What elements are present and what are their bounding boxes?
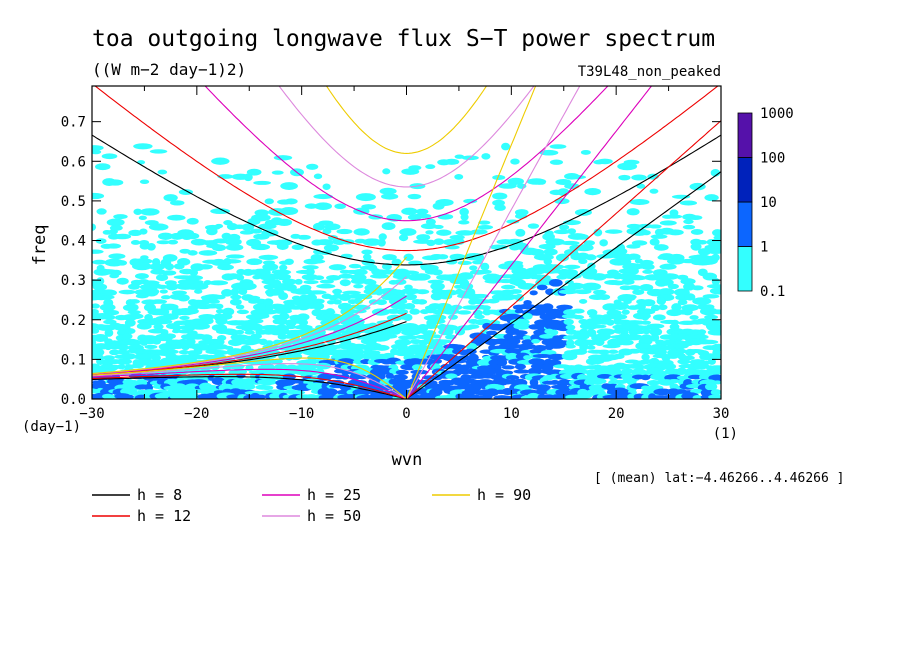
- y-unit-label: (day−1): [22, 419, 81, 435]
- curve-kelvin-h90: [405, 86, 537, 399]
- curve-ig-h25: [204, 86, 609, 222]
- experiment-label: T39L48_non_peaked: [578, 64, 721, 80]
- curve-mrg-h90: [92, 256, 407, 375]
- curve-ig-h90: [325, 86, 488, 154]
- dispersion-curves: [92, 86, 721, 399]
- colorbar-level-label: 1: [760, 240, 768, 256]
- curve-ig-h50: [278, 86, 535, 188]
- latitude-footnote: [ (mean) lat:−4.46266..4.46266 ]: [594, 471, 844, 486]
- x-unit-label: (1): [713, 426, 738, 442]
- curve-rossby-h8: [92, 376, 407, 399]
- curve-kelvin-h50: [406, 86, 581, 399]
- x-tick-label: 10: [503, 406, 520, 422]
- x-tick-label: 0: [402, 406, 410, 422]
- colorbar-level-label: 100: [760, 151, 785, 167]
- curve-rossby-h90: [92, 357, 407, 399]
- curve-ig-h12: [94, 86, 719, 252]
- colorbar-swatch: [737, 201, 753, 247]
- curve-rossby-h50: [92, 363, 407, 399]
- y-tick-label: 0.4: [61, 234, 86, 250]
- y-axis: 0.0 0.1 0.2 0.3 0.4 0.5 0.6 0.7: [61, 115, 721, 408]
- x-tick-label: −20: [184, 406, 209, 422]
- chart-title: toa outgoing longwave flux S−T power spe…: [92, 26, 715, 52]
- curve-kelvin-h25: [406, 86, 653, 399]
- curve-rossby-h12: [92, 373, 407, 399]
- colorbar: 0.1 1 10 100 1000: [737, 106, 794, 300]
- colorbar-swatch: [737, 246, 753, 292]
- curve-mrg-h25: [92, 295, 407, 375]
- curve-kelvin-h8: [406, 171, 721, 399]
- colorbar-swatch: [737, 157, 753, 203]
- y-axis-label: freq: [30, 225, 50, 266]
- heatmap-field: [92, 142, 721, 399]
- y-tick-label: 0.5: [61, 194, 86, 210]
- legend-label: h = 8: [137, 486, 182, 504]
- curve-rossby-h25: [92, 368, 407, 399]
- colorbar-level-label: 1000: [760, 106, 794, 122]
- legend-label: h = 12: [137, 507, 191, 525]
- x-axis: −30 −20 −10 0 10 20 30: [79, 86, 729, 422]
- chart-subtitle: ((W m−2 day−1)2): [92, 60, 246, 79]
- legend-label: h = 50: [307, 507, 361, 525]
- legend: h = 8 h = 12 h = 25 h = 50 h = 90: [92, 486, 531, 525]
- x-tick-label: 30: [713, 406, 730, 422]
- legend-label: h = 90: [477, 486, 531, 504]
- colorbar-level-label: 10: [760, 195, 777, 211]
- curve-mrg-h12: [92, 312, 407, 376]
- y-tick-label: 0.1: [61, 352, 86, 368]
- y-tick-label: 0.3: [61, 273, 86, 289]
- curve-ig-h8: [92, 134, 721, 266]
- colorbar-swatch: [737, 112, 753, 158]
- x-tick-label: −10: [289, 406, 314, 422]
- curve-kelvin-h12: [406, 120, 721, 399]
- colorbar-level-label: 0.1: [760, 284, 785, 300]
- x-tick-label: −30: [79, 406, 104, 422]
- y-tick-label: 0.0: [61, 392, 86, 408]
- legend-label: h = 25: [307, 486, 361, 504]
- y-tick-label: 0.2: [61, 313, 86, 329]
- y-tick-label: 0.7: [61, 115, 86, 131]
- y-tick-label: 0.6: [61, 154, 86, 170]
- x-tick-label: 20: [608, 406, 625, 422]
- x-axis-label: wvn: [392, 450, 423, 470]
